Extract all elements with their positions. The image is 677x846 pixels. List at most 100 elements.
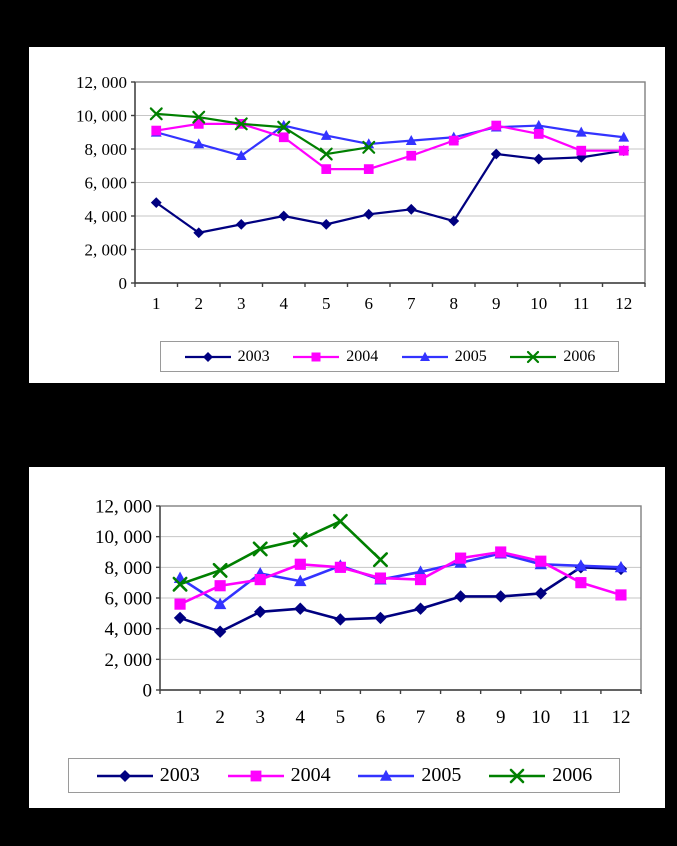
legend-label: 2005 [421,764,462,786]
series-2005 [150,119,630,161]
legend-label: 2006 [552,764,593,786]
diamond-marker-2003 [490,148,502,160]
diamond-marker-2003 [235,218,247,230]
x-axis-tick-label: 7 [407,294,416,313]
legend-key-2006 [489,768,546,783]
x-axis-tick-label: 10 [530,294,547,313]
diamond-marker-2003 [334,613,347,626]
x-marker-2006 [372,552,388,568]
legend-label: 2003 [159,764,200,786]
square-marker-2004 [576,145,587,156]
square-marker-2004 [495,546,507,558]
square-marker-2004 [406,150,417,161]
legend-key-2004 [227,770,284,781]
diamond-marker-2003 [202,351,213,362]
diamond-marker-2003 [533,153,545,165]
x-axis-tick-label: 3 [255,707,264,728]
x-axis-tick-label: 9 [492,294,501,313]
x-marker-2006 [172,576,188,592]
diamond-marker-2003 [405,203,417,215]
diamond-marker-2003 [278,210,290,222]
x-axis-tick-label: 2 [215,707,225,728]
series-2004 [174,546,627,610]
y-axis-tick-label: 12, 000 [76,73,127,92]
x-axis-tick-label: 12 [611,707,630,728]
diamond-marker-2003 [494,590,507,603]
square-marker-2004 [533,129,544,139]
legend-label: 2003 [237,347,270,365]
legend-key-2005 [358,769,415,781]
square-marker-2004 [174,598,186,610]
x-marker-2006 [527,350,540,363]
x-marker-2006 [252,541,268,557]
y-axis-tick-labels: 0 2, 000 4, 000 6, 000 8, 000 10, 000 12, 000 [76,73,127,293]
line-chart-top: 0 2, 000 4, 000 6, 000 8, 000 10, 000 12, 000 1… [76,73,646,313]
triangle-marker-2005 [380,769,393,781]
x-marker-2006 [277,120,291,134]
x-axis-tick-label: 4 [280,294,289,313]
x-axis-tick-label: 10 [531,707,550,728]
diamond-marker-2003 [173,611,187,625]
x-axis-tick-label: 5 [322,294,331,313]
series-2004 [151,119,629,174]
legend-bottom: 2003 2004 2005 2006 [68,758,620,793]
axes [131,81,646,287]
legend-item-2005: 2005 [357,764,461,787]
diamond-marker-2003 [320,218,332,230]
x-axis-tick-label: 11 [572,707,590,728]
legend-key-2006 [510,350,557,363]
triangle-marker-2005 [574,559,588,571]
triangle-marker-2005 [533,119,545,130]
legend-item-2006: 2006 [509,348,595,366]
y-axis-tick-label: 6, 000 [85,173,128,192]
x-axis-tick-label: 2 [195,294,204,313]
diamond-marker-2003 [363,208,375,220]
y-axis-tick-label: 2, 000 [105,650,153,671]
triangle-marker-2005 [294,574,307,587]
x-marker-2006 [362,140,376,154]
diamond-marker-2003 [150,197,162,208]
y-axis-tick-label: 4, 000 [105,619,153,640]
y-axis-tick-label: 0 [143,680,153,701]
x-marker-2006 [509,768,525,783]
square-marker-2004 [311,352,321,361]
x-axis-tick-labels: 1 2 3 4 5 6 7 8 9 10 11 12 [152,294,632,313]
triangle-marker-2005 [320,129,332,140]
legend-key-2005 [401,351,448,361]
x-marker-2006 [292,532,308,548]
triangle-marker-2005 [235,150,247,161]
chart-panel-bottom: 0 2, 000 4, 000 6, 000 8, 000 10, 000 12, 000 1… [29,467,665,808]
axes [156,505,642,694]
x-axis-tick-label: 11 [573,294,589,313]
legend-key-2003 [96,769,153,782]
y-axis-tick-label: 0 [119,274,128,293]
legend-top: 2003 2004 2005 2006 [160,341,619,372]
x-axis-tick-label: 1 [152,294,161,313]
square-marker-2004 [151,125,162,136]
diamond-marker-2003 [448,215,460,227]
triangle-marker-2005 [575,126,587,137]
square-marker-2004 [535,555,547,567]
square-marker-2004 [214,580,226,592]
triangle-marker-2005 [419,351,430,361]
y-axis-tick-label: 2, 000 [85,240,128,259]
x-axis-tick-label: 5 [336,707,346,728]
x-axis-tick-label: 8 [456,707,466,728]
x-axis-tick-label: 12 [615,294,632,313]
legend-label: 2005 [454,347,487,365]
x-axis-tick-label: 6 [376,707,386,728]
x-marker-2006 [192,110,206,124]
y-axis-tick-label: 6, 000 [105,588,153,609]
legend-item-2003: 2003 [96,764,200,787]
series-2003 [150,145,630,239]
x-axis-tick-label: 7 [416,707,426,728]
square-marker-2004 [618,145,629,156]
square-marker-2004 [334,561,346,573]
chart-panel-top: 0 2, 000 4, 000 6, 000 8, 000 10, 000 12, 000 1… [29,47,665,383]
x-axis-tick-label: 6 [365,294,374,313]
x-axis-tick-labels: 1 2 3 4 5 6 7 8 9 10 11 12 [175,707,630,728]
square-marker-2004 [374,572,387,584]
legend-key-2004 [293,352,340,361]
square-marker-2004 [455,552,467,564]
diamond-marker-2003 [374,611,387,625]
